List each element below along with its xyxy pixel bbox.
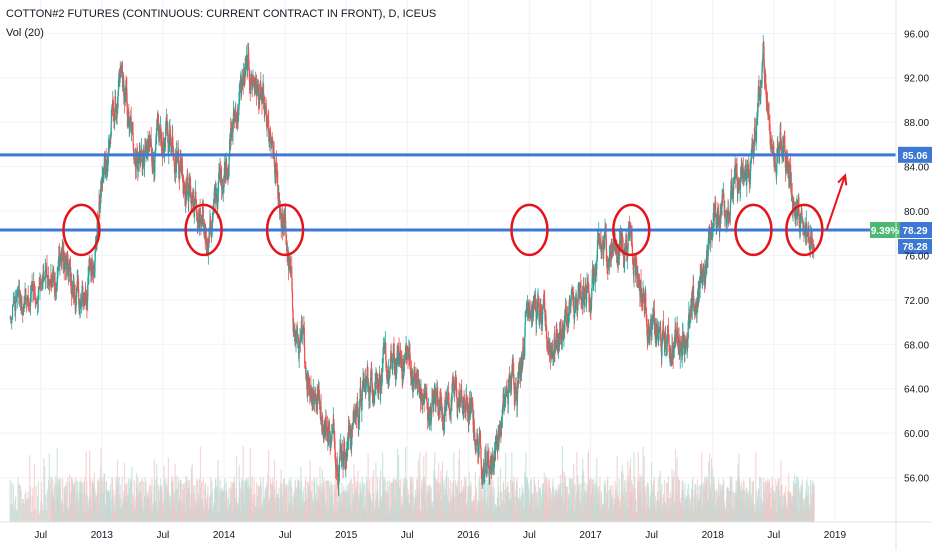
candle-body (291, 266, 292, 278)
candle-body (343, 455, 344, 466)
candle-body (418, 379, 419, 381)
candle-body (508, 392, 509, 405)
candle-body (133, 133, 134, 144)
candle-body (292, 292, 293, 308)
candle-body (524, 337, 525, 356)
candle-body (525, 323, 526, 337)
candle-body (371, 372, 372, 384)
candle-body (228, 175, 229, 178)
candle-body (12, 306, 13, 319)
candle-body (339, 461, 340, 472)
candle-body (133, 144, 134, 155)
candle-body (218, 183, 219, 192)
candle-body (596, 260, 597, 269)
candle-body (304, 347, 305, 363)
candle-body (111, 122, 112, 136)
candle-body (195, 192, 196, 200)
candle-body (573, 296, 574, 311)
candle-body (15, 302, 16, 311)
candle-body (317, 400, 318, 403)
candle-body (321, 406, 322, 417)
volume-bar (814, 485, 815, 522)
volume-bar (218, 460, 219, 522)
